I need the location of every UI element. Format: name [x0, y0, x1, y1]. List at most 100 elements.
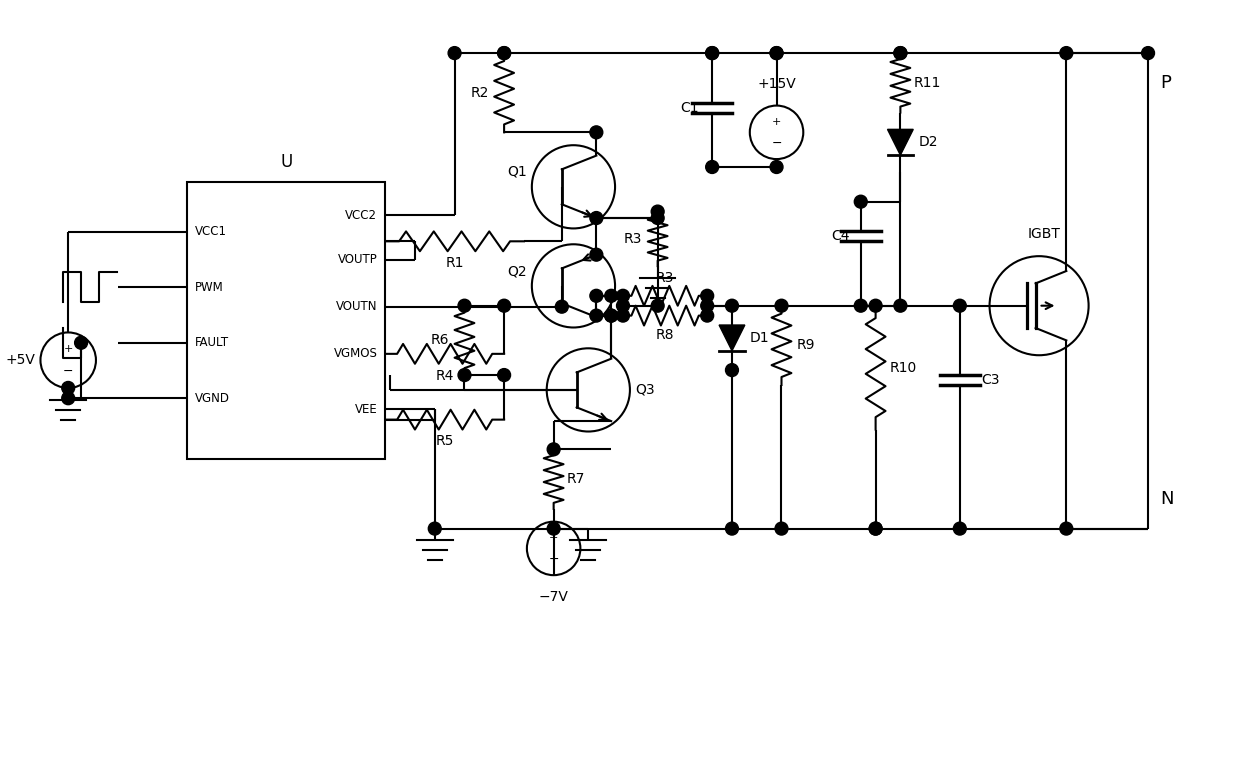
- Text: R2: R2: [470, 86, 488, 100]
- Circle shape: [726, 522, 738, 535]
- Circle shape: [590, 126, 603, 139]
- Polygon shape: [887, 129, 913, 155]
- Circle shape: [706, 160, 719, 173]
- Circle shape: [652, 211, 664, 224]
- Circle shape: [498, 369, 510, 382]
- Circle shape: [548, 443, 560, 456]
- Circle shape: [62, 382, 74, 394]
- Circle shape: [771, 46, 783, 59]
- Circle shape: [617, 299, 629, 312]
- Text: Q1: Q1: [507, 165, 527, 179]
- Text: N: N: [1160, 490, 1173, 508]
- Circle shape: [953, 522, 966, 535]
- Circle shape: [498, 299, 510, 312]
- Text: R3: R3: [655, 271, 674, 285]
- Text: −: −: [549, 553, 559, 565]
- Text: VGMOS: VGMOS: [333, 347, 378, 360]
- Circle shape: [498, 46, 510, 59]
- Circle shape: [895, 299, 907, 312]
- Circle shape: [1059, 522, 1073, 535]
- Circle shape: [652, 205, 664, 218]
- Text: FAULT: FAULT: [195, 336, 229, 350]
- Text: +5V: +5V: [6, 353, 36, 367]
- Text: VCC2: VCC2: [346, 209, 378, 222]
- Circle shape: [458, 369, 471, 382]
- Text: R4: R4: [435, 369, 453, 382]
- Text: +: +: [772, 116, 782, 127]
- Text: VGND: VGND: [195, 391, 230, 405]
- Circle shape: [726, 363, 738, 376]
- Circle shape: [652, 299, 664, 312]
- Circle shape: [706, 46, 719, 59]
- Circle shape: [855, 195, 867, 208]
- Circle shape: [870, 522, 882, 535]
- Polygon shape: [719, 325, 745, 351]
- Circle shape: [895, 46, 907, 59]
- Text: R10: R10: [890, 360, 917, 375]
- Circle shape: [870, 299, 882, 312]
- Circle shape: [771, 160, 783, 173]
- Circle shape: [706, 46, 719, 59]
- Text: +: +: [63, 344, 73, 354]
- Text: R8: R8: [655, 328, 674, 343]
- Circle shape: [870, 522, 882, 535]
- Circle shape: [701, 290, 714, 302]
- Text: C3: C3: [981, 373, 1000, 387]
- Circle shape: [605, 309, 617, 322]
- Text: IGBT: IGBT: [1027, 227, 1061, 242]
- Text: R5: R5: [435, 435, 453, 448]
- Circle shape: [617, 309, 629, 322]
- Circle shape: [548, 522, 560, 535]
- Circle shape: [498, 46, 510, 59]
- Text: PWM: PWM: [195, 280, 224, 294]
- Text: R1: R1: [445, 256, 463, 270]
- Circle shape: [590, 249, 603, 261]
- Text: Q2: Q2: [507, 264, 527, 278]
- Text: R6: R6: [430, 334, 449, 347]
- Circle shape: [449, 46, 461, 59]
- Circle shape: [776, 522, 788, 535]
- Text: R7: R7: [566, 472, 585, 486]
- Text: VOUTN: VOUTN: [336, 300, 378, 313]
- Text: +: +: [549, 533, 559, 543]
- Text: VOUTP: VOUTP: [337, 253, 378, 266]
- Circle shape: [590, 290, 603, 302]
- Circle shape: [726, 299, 738, 312]
- Text: C4: C4: [831, 230, 850, 243]
- Circle shape: [429, 522, 441, 535]
- Text: U: U: [280, 153, 292, 171]
- Circle shape: [701, 309, 714, 322]
- Circle shape: [855, 299, 867, 312]
- Text: −7V: −7V: [539, 590, 569, 604]
- Circle shape: [590, 309, 603, 322]
- Circle shape: [605, 309, 617, 322]
- Circle shape: [776, 299, 788, 312]
- Circle shape: [1059, 46, 1073, 59]
- Text: R9: R9: [797, 338, 815, 353]
- Circle shape: [617, 290, 629, 302]
- Circle shape: [895, 46, 907, 59]
- Circle shape: [605, 290, 617, 302]
- Text: −: −: [772, 137, 782, 150]
- Circle shape: [953, 299, 966, 312]
- Circle shape: [1141, 46, 1155, 59]
- Text: P: P: [1160, 74, 1171, 92]
- Circle shape: [458, 299, 471, 312]
- Circle shape: [590, 211, 603, 224]
- Circle shape: [771, 46, 783, 59]
- Text: C1: C1: [680, 100, 699, 115]
- Text: −: −: [63, 365, 73, 378]
- Text: D2: D2: [918, 135, 938, 149]
- Text: VEE: VEE: [354, 403, 378, 416]
- Text: Q3: Q3: [634, 383, 654, 397]
- Text: D1: D1: [750, 331, 769, 345]
- Text: R3: R3: [623, 232, 642, 245]
- Circle shape: [74, 337, 88, 349]
- Circle shape: [555, 300, 569, 313]
- Text: +15V: +15V: [757, 77, 795, 90]
- Circle shape: [701, 299, 714, 312]
- Bar: [187, 182, 385, 459]
- Text: R11: R11: [913, 76, 940, 90]
- Circle shape: [62, 392, 74, 404]
- Text: VCC1: VCC1: [195, 225, 227, 239]
